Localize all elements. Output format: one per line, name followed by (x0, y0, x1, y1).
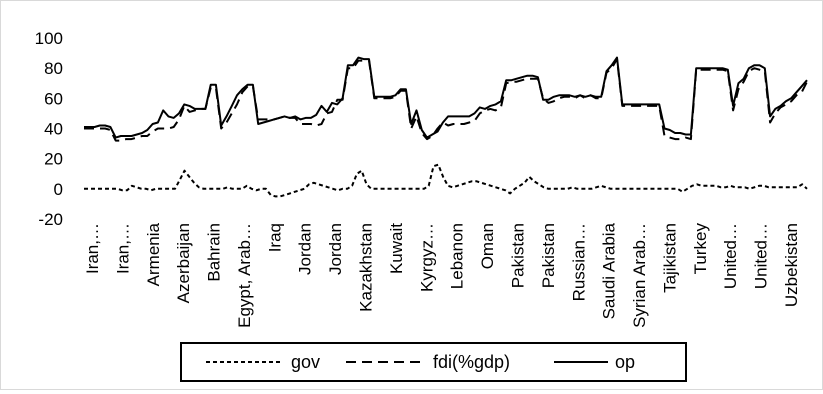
x-tick-label: Pakistan (509, 223, 528, 288)
x-tick-label: Pakistan (539, 223, 558, 288)
x-tick-label: Syrian Arab… (630, 223, 649, 328)
series-line-fdi-gdp (84, 58, 808, 142)
x-axis: Iran,… Iran,… Armenia Azerbaijan Bahrain Egyp… (83, 222, 801, 327)
x-tick-label: Kuwait (387, 223, 406, 274)
x-tick-label: Oman (478, 223, 497, 269)
x-tick-label: Kyrgyz… (417, 223, 436, 292)
y-axis: 100 80 60 40 20 0 -20 (35, 29, 63, 229)
y-tick-label: 20 (44, 150, 63, 169)
series-line-op (84, 56, 808, 139)
x-tick-label: Lebanon (448, 223, 467, 289)
legend-label-fdi-gdp: fdi(%gdp) (433, 352, 510, 372)
x-tick-label: United… (752, 223, 771, 289)
x-tick-label: Armenia (144, 222, 163, 286)
x-tick-label: Jordan (296, 223, 315, 275)
x-tick-label: Turkey (691, 223, 710, 275)
y-tick-label: 80 (44, 59, 63, 78)
x-tick-label: Bahrain (205, 223, 224, 282)
legend-label-op: op (615, 352, 635, 372)
x-tick-label: United… (721, 223, 740, 289)
x-tick-label: Jordan (326, 223, 345, 275)
y-tick-label: 40 (44, 120, 63, 139)
x-tick-label: Saudi Arabia (600, 222, 619, 319)
y-tick-label: 60 (44, 89, 63, 108)
plot-area (84, 56, 808, 198)
x-tick-label: Iraq (265, 223, 284, 252)
y-tick-label: 100 (35, 29, 63, 48)
x-tick-label: Russian… (569, 223, 588, 301)
x-tick-label: Tajikistan (660, 223, 679, 293)
legend: gov fdi(%gdp) op (180, 342, 687, 382)
series-line-gov (84, 163, 808, 198)
x-tick-label: Azerbaijan (174, 223, 193, 303)
legend-label-gov: gov (291, 352, 320, 372)
x-tick-label: Kazakhstan (357, 223, 376, 312)
x-tick-label: Uzbekistan (782, 223, 801, 307)
x-tick-label: Iran,… (83, 223, 102, 274)
y-tick-label: -20 (38, 210, 63, 229)
y-tick-label: 0 (54, 180, 63, 199)
x-tick-label: Egypt, Arab… (235, 223, 254, 328)
x-tick-label: Iran,… (113, 223, 132, 274)
